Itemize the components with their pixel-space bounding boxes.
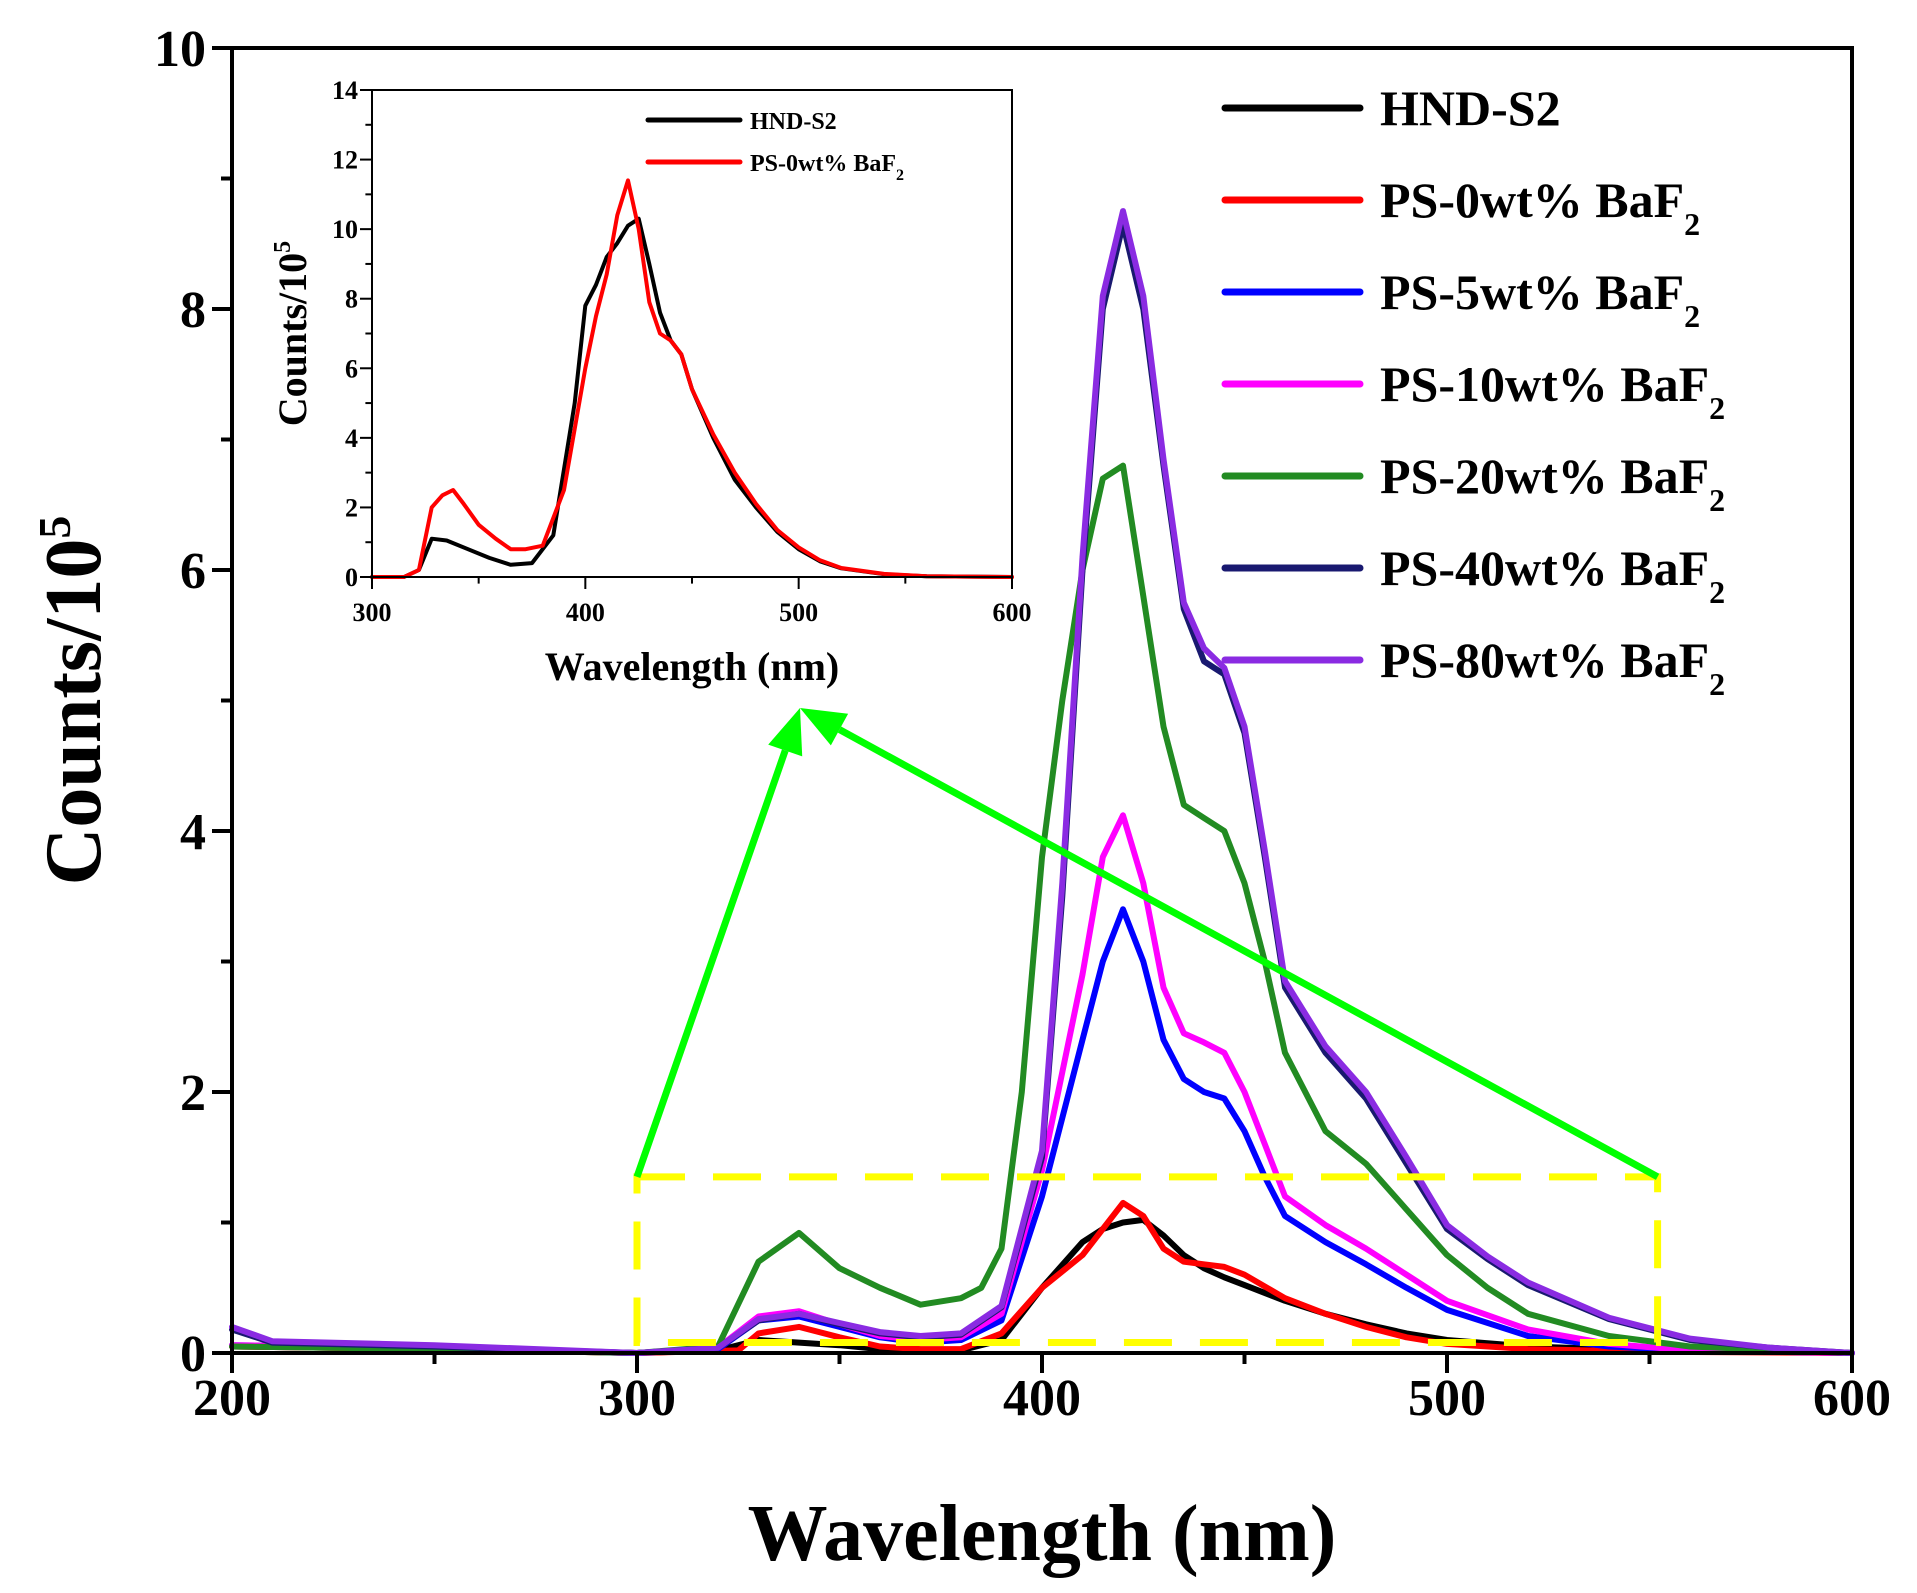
zoom-arrow-line [633,749,789,1178]
main-legend-label-hnd-s2: HND-S2 [1380,80,1561,136]
inset-y-tick-label: 10 [332,215,358,244]
zoom-highlight-box [633,1173,1662,1347]
inset-y-tick-label: 4 [345,424,358,453]
main-y-tick-label: 8 [180,282,206,339]
main-series-line-ps-20wtpct-baf2 [229,462,1855,1356]
main-legend-label-ps-5wtpct-baf2: PS-5wt% BaF2 [1380,264,1700,334]
main-legend-label-ps-80wtpct-baf2: PS-80wt% BaF2 [1380,632,1725,702]
main-legend-label-ps-0wtpct-baf2: PS-0wt% BaF2 [1380,172,1700,242]
inset-axes: 300 400 500 600 0 2 4 6 8 10 12 14 [332,76,1032,627]
main-series-line-ps-10wtpct-baf2 [229,812,1855,1356]
main-legend-label-ps-10wtpct-baf2: PS-10wt% BaF2 [1380,356,1725,426]
main-chart: 200 300 400 500 600 0 2 4 6 8 10 Wavelength (nm) C… [29,21,1891,1578]
inset-series-group [370,178,1014,579]
main-x-axis-title: Wavelength (nm) [748,1490,1337,1578]
main-y-tick-label: 0 [180,1326,206,1383]
main-x-tick-label: 400 [1003,1370,1081,1427]
main-axes: 200 300 400 500 600 0 2 4 6 8 10 [154,21,1891,1427]
main-y-axis-title: Counts/105 [29,516,118,886]
inset-legend: HND-S2 PS-0wt% BaF2 [645,109,904,184]
zoom-arrow-head [800,708,849,746]
main-y-tick-label: 10 [154,21,206,78]
main-series-group [229,208,1855,1356]
inset-y-tick-label: 2 [345,493,358,522]
inset-background [372,90,1012,577]
main-y-tick-label: 4 [180,804,206,861]
inset-x-tick-label: 500 [779,598,818,627]
main-series-line-ps-80wtpct-baf2 [229,208,1855,1356]
inset-x-axis-title: Wavelength (nm) [545,644,839,689]
zoom-arrow-head [768,708,803,757]
main-x-tick-label: 300 [598,1370,676,1427]
inset-y-tick-label: 12 [332,146,358,175]
inset-legend-label-ps-0wtpct-baf2: PS-0wt% BaF2 [750,151,904,184]
inset-y-tick-label: 0 [345,563,358,592]
main-legend-label-ps-20wtpct-baf2: PS-20wt% BaF2 [1380,448,1725,518]
inset-x-tick-label: 300 [353,598,392,627]
main-annotations [633,708,1662,1347]
main-y-tick-label: 6 [180,543,206,600]
zoom-arrow-line [837,726,1660,1180]
inset-y-tick-label: 14 [332,76,358,105]
main-x-tick-label: 200 [193,1370,271,1427]
inset-y-axis-title: Counts/105 [270,241,315,426]
inset-y-tick-label: 6 [345,354,358,383]
inset-x-tick-label: 600 [993,598,1032,627]
inset-x-tick-label: 400 [566,598,605,627]
main-legend: HND-S2 PS-0wt% BaF2 PS-5wt% BaF2 PS-10wt% B… [1221,80,1725,702]
main-x-tick-label: 600 [1813,1370,1891,1427]
inset-y-tick-label: 8 [345,285,358,314]
main-x-tick-label: 500 [1408,1370,1486,1427]
main-series-line-ps-0wtpct-baf2 [229,1199,1855,1356]
inset-legend-label-hnd-s2: HND-S2 [750,109,837,135]
main-legend-label-ps-40wtpct-baf2: PS-40wt% BaF2 [1380,540,1725,610]
main-y-tick-label: 2 [180,1065,206,1122]
inset-series-line-ps-0wtpct-baf2 [370,178,1014,579]
